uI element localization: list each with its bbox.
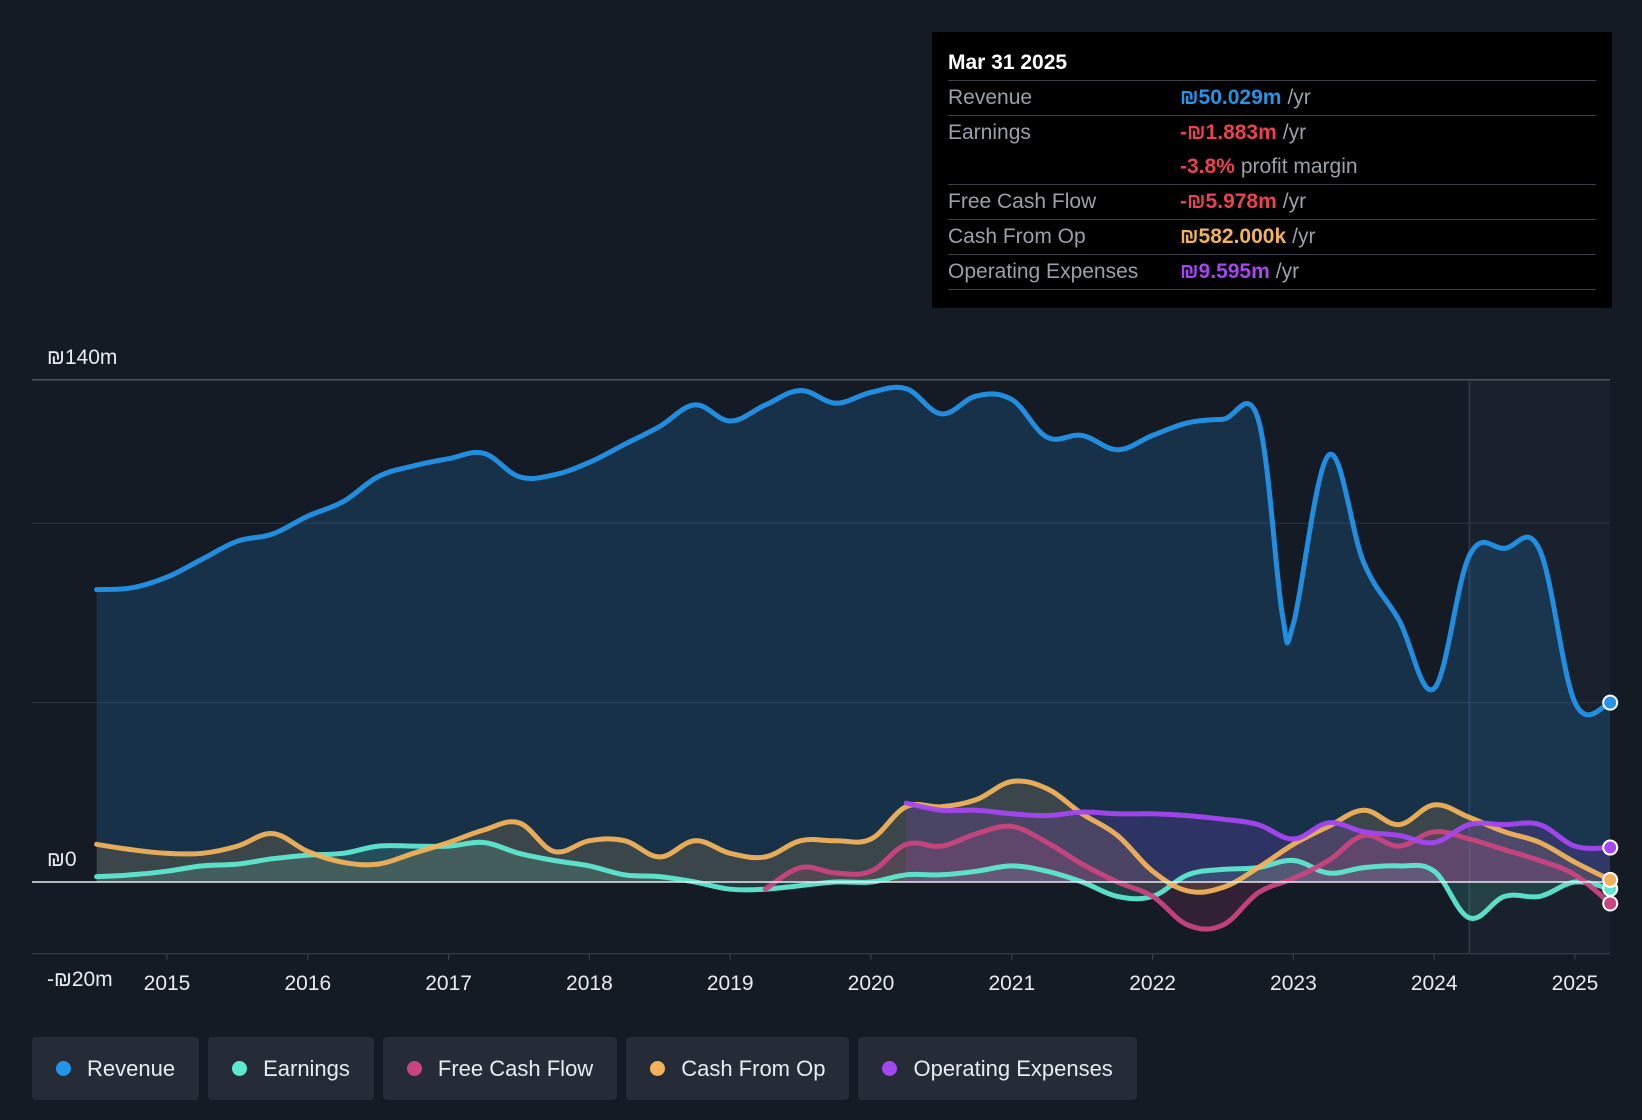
tooltip-label: Free Cash Flow (948, 190, 1097, 213)
tooltip-unit: /yr (1282, 190, 1307, 213)
legend: Revenue Earnings Free Cash Flow Cash Fro… (32, 1037, 1137, 1100)
tooltip-label: Earnings (948, 121, 1031, 144)
tooltip-label: Revenue (948, 86, 1033, 109)
x-tick-label: 2018 (566, 972, 613, 995)
tooltip-value: -₪1.883m (1180, 121, 1277, 144)
legend-dot-icon (882, 1061, 898, 1076)
tooltip-label: Cash From Op (948, 225, 1086, 248)
series-line-revenue (94, 384, 1613, 718)
legend-item-earnings[interactable]: Earnings (208, 1037, 374, 1100)
legend-label: Revenue (87, 1055, 176, 1081)
tooltip-unit: /yr (1292, 225, 1316, 248)
x-tick-label: 2016 (284, 972, 331, 995)
y-axis-label: ₪140m (47, 346, 117, 369)
tooltip-row-revenue: Revenue ₪50.029m /yr (948, 81, 1596, 116)
legend-dot-icon (406, 1061, 422, 1076)
series-end-point-cash-from-op (1602, 871, 1619, 888)
tooltip-label: Operating Expenses (948, 260, 1139, 283)
tooltip-row-opex: Operating Expenses ₪9.595m /yr (948, 255, 1596, 290)
series-area-free-cash-flow (765, 826, 1610, 930)
legend-dot-icon (232, 1061, 248, 1076)
x-tick-label: 2025 (1552, 972, 1599, 995)
y-axis-label: -₪20m (47, 968, 113, 991)
x-tick-label: 2021 (988, 972, 1035, 995)
legend-item-revenue[interactable]: Revenue (32, 1037, 200, 1100)
series-area-cash-from-op (96, 781, 1610, 893)
legend-label: Cash From Op (681, 1055, 826, 1081)
tooltip-date: Mar 31 2025 (948, 46, 1596, 81)
legend-dot-icon (56, 1061, 71, 1076)
tooltip-row-margin: -3.8% profit margin (948, 150, 1596, 185)
x-tick-label: 2017 (425, 972, 472, 995)
legend-label: Operating Expenses (913, 1055, 1113, 1081)
series-area-revenue (96, 387, 1610, 882)
legend-label: Earnings (263, 1055, 350, 1081)
tooltip-value: -₪5.978m (1180, 190, 1277, 213)
tooltip-row-earnings: Earnings -₪1.883m /yr (948, 116, 1596, 150)
x-tick-label: 2023 (1270, 972, 1317, 995)
series-area-earnings (96, 842, 1610, 919)
legend-dot-icon (650, 1061, 666, 1076)
series-line-cash-from-op (94, 778, 1613, 895)
x-tick-label: 2019 (707, 972, 754, 995)
tooltip-value: ₪50.029m (1180, 86, 1282, 109)
legend-label: Free Cash Flow (437, 1055, 594, 1081)
chart-canvas: ₪140m ₪0 -₪20m 2015 2016 2017 2018 2019 2020 2021… (32, 346, 1619, 995)
legend-item-operating-expenses[interactable]: Operating Expenses (858, 1037, 1137, 1100)
tooltip-row-cfo: Cash From Op ₪582.000k /yr (948, 220, 1596, 255)
series-end-point-revenue (1602, 694, 1619, 711)
tooltip-unit: /yr (1287, 86, 1311, 109)
tooltip-value: -3.8% (1180, 155, 1235, 178)
tooltip-value: ₪582.000k (1180, 225, 1287, 248)
legend-item-free-cash-flow[interactable]: Free Cash Flow (382, 1037, 618, 1100)
series-end-point-operating-expenses (1602, 839, 1619, 856)
x-tick-label: 2024 (1411, 972, 1458, 995)
series-end-point-free-cash-flow (1602, 895, 1619, 912)
x-tick-label: 2022 (1129, 972, 1176, 995)
legend-item-cash-from-op[interactable]: Cash From Op (626, 1037, 850, 1100)
series-line-operating-expenses (903, 800, 1613, 851)
x-tick-label: 2015 (144, 972, 191, 995)
x-tick-label: 2020 (848, 972, 895, 995)
y-axis-label: ₪0 (47, 848, 77, 871)
tooltip-row-fcf: Free Cash Flow -₪5.978m /yr (948, 185, 1596, 220)
tooltip-value: ₪9.595m (1180, 260, 1270, 283)
tooltip-unit: /yr (1275, 260, 1300, 283)
tooltip-panel: Mar 31 2025 Revenue ₪50.029m /yr Earning… (932, 32, 1612, 308)
tooltip-unit: /yr (1282, 121, 1307, 144)
series-line-free-cash-flow (762, 823, 1613, 932)
tooltip-unit: profit margin (1240, 155, 1358, 178)
